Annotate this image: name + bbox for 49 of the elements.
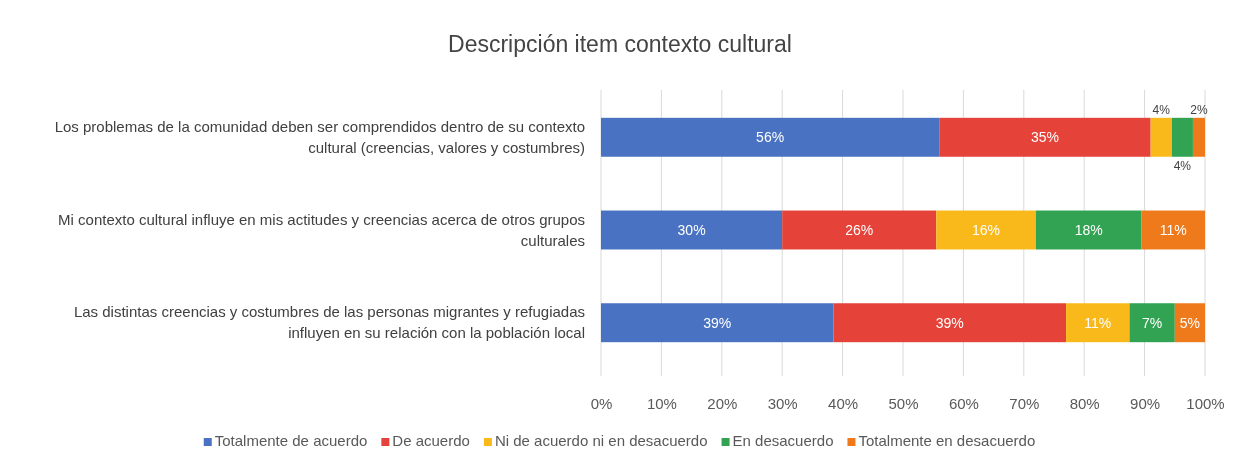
x-tick-label: 0% — [590, 394, 613, 412]
x-tick-label: 60% — [948, 394, 979, 412]
data-label: 11% — [1159, 222, 1187, 238]
x-tick-label: 50% — [888, 394, 919, 412]
data-label: 2% — [1190, 102, 1208, 117]
y-tick-label: Mi contexto cultural influye en mis actitudes y creencias acerca de otros grupos culturales — [58, 210, 585, 249]
data-label: 11% — [1084, 314, 1112, 331]
data-label: 26% — [845, 222, 874, 238]
legend-label: En desacuerdo — [732, 432, 834, 449]
x-tick-label: 30% — [767, 394, 798, 412]
data-label: 39% — [703, 314, 732, 331]
legend-label: Ni de acuerdo ni en desacuerdo — [494, 432, 708, 449]
y-tick-label: Las distintas creencias y costumbres de las personas migrantes y refugiadas influyen en su relación con la población local — [73, 303, 585, 342]
data-label: 56% — [756, 129, 785, 146]
x-tick-label: 10% — [646, 394, 677, 412]
data-label: 39% — [935, 314, 964, 331]
data-label: 4% — [1152, 102, 1171, 117]
bar — [782, 210, 937, 250]
legend-label: Totalmente en desacuerdo — [858, 432, 1036, 449]
chart-title: Descripción item contexto cultural — [448, 31, 792, 57]
data-label: 35% — [1030, 129, 1059, 146]
bar — [601, 303, 834, 343]
bar — [1192, 117, 1205, 157]
data-label: 16% — [972, 222, 1001, 238]
bar — [1066, 303, 1130, 343]
x-tick-label: 40% — [828, 394, 859, 412]
x-tick-label: 80% — [1069, 394, 1100, 412]
bar — [1150, 117, 1172, 157]
x-tick-label: 90% — [1130, 394, 1161, 412]
x-tick-label: 100% — [1186, 394, 1225, 412]
legend-label: De acuerdo — [392, 432, 470, 449]
data-label: 7% — [1142, 314, 1163, 331]
bar — [1035, 210, 1142, 250]
data-label: 5% — [1179, 314, 1201, 331]
bar — [601, 117, 940, 157]
x-tick-label: 20% — [707, 394, 738, 412]
bar — [939, 117, 1151, 157]
bar — [601, 210, 783, 250]
bar — [833, 303, 1067, 343]
data-label: 18% — [1074, 222, 1103, 238]
bar — [1141, 210, 1205, 250]
data-label: 4% — [1173, 158, 1192, 173]
bar — [936, 210, 1036, 250]
bar — [1171, 117, 1193, 157]
data-label: 30% — [677, 222, 706, 238]
y-tick-label: Los problemas de la comunidad deben ser comprendidos dentro de su contexto cultural (creencias, valores y costumbres) — [54, 117, 585, 156]
legend-label: Totalmente de acuerdo — [214, 432, 368, 449]
bar — [1129, 303, 1175, 343]
x-tick-label: 70% — [1009, 394, 1040, 412]
